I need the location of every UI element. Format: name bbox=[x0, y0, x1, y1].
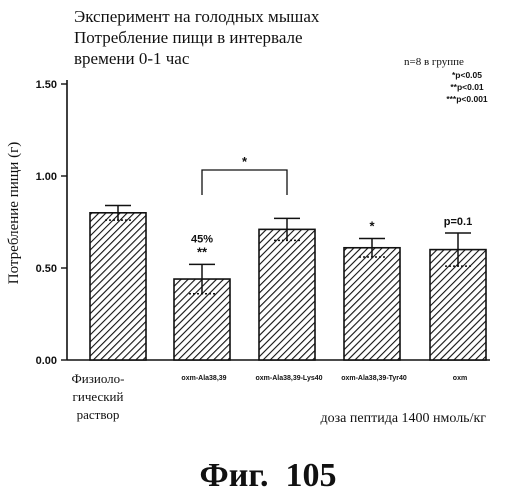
figure-label: Фиг. 105 bbox=[200, 457, 337, 494]
x-tick-label: Физиоло- bbox=[72, 371, 125, 386]
x-tick-label: oxm-Ala38,39 bbox=[181, 375, 226, 382]
x-axis-label: доза пептида 1400 нмоль/кг bbox=[321, 411, 487, 426]
x-tick-label: раствор bbox=[77, 407, 120, 422]
y-tick-label: 0.00 bbox=[36, 355, 57, 367]
title-line: Потребление пищи в интервале bbox=[74, 28, 303, 47]
title-line: Эксперимент на голодных мышах bbox=[74, 7, 320, 26]
x-tick-label: oxm bbox=[453, 375, 467, 382]
y-axis-label: Потребление пищи (г) bbox=[6, 142, 22, 284]
y-tick-label: 0.50 bbox=[36, 263, 57, 275]
y-ticks: 0.00 0.50 1.00 1.50 bbox=[36, 79, 67, 367]
title-line: времени 0-1 час bbox=[74, 49, 190, 68]
group-size-note: n=8 в группе bbox=[404, 56, 464, 68]
bar bbox=[259, 229, 315, 360]
bars bbox=[90, 205, 486, 360]
x-tick-label: oxm-Ala38,39-Lys40 bbox=[255, 375, 322, 382]
bar-annotation: 45% bbox=[191, 233, 213, 245]
x-tick-label: гический bbox=[73, 389, 124, 404]
x-tick-label: oxm-Ala38,39-Tyr40 bbox=[341, 375, 407, 382]
significance-legend: *p<0.05 **p<0.01 ***p<0.001 bbox=[446, 70, 488, 104]
bar bbox=[90, 213, 146, 360]
comparison-bracket bbox=[202, 170, 287, 195]
significance-legend-line: ***p<0.001 bbox=[446, 94, 488, 104]
bar bbox=[344, 248, 400, 360]
chart-title: Эксперимент на голодных мышах Потреблени… bbox=[74, 7, 320, 68]
significance-marker: * bbox=[369, 219, 375, 234]
significance-marker: ** bbox=[197, 244, 208, 259]
bar-annotation: p=0.1 bbox=[444, 216, 472, 228]
significance-legend-line: *p<0.05 bbox=[452, 70, 482, 80]
annotations: **45% * p=0.1 * bbox=[191, 154, 472, 259]
y-tick-label: 1.00 bbox=[36, 171, 57, 183]
bracket-significance-marker: * bbox=[242, 154, 248, 169]
y-tick-label: 1.50 bbox=[36, 79, 57, 91]
significance-legend-line: **p<0.01 bbox=[450, 82, 484, 92]
